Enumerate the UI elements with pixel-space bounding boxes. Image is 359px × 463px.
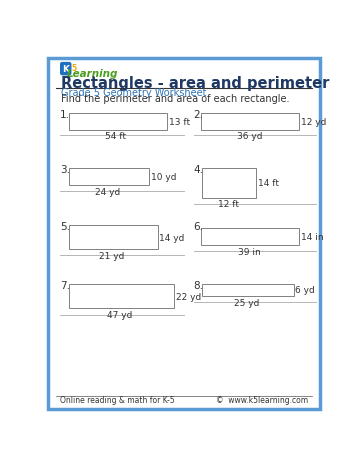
Text: 12 ft: 12 ft [218,200,239,209]
Text: 7.: 7. [60,281,70,290]
Text: 5: 5 [71,63,77,73]
Bar [69,284,174,309]
Text: 25 yd: 25 yd [234,298,259,307]
Bar [69,225,158,250]
Text: Online reading & math for K-5: Online reading & math for K-5 [60,395,175,405]
Text: 3.: 3. [60,165,70,175]
Text: 1.: 1. [60,109,70,119]
Text: 6.: 6. [194,222,204,232]
Text: Find the perimeter and area of each rectangle.: Find the perimeter and area of each rect… [61,94,289,103]
Text: 4.: 4. [194,165,204,175]
Text: ©  www.k5learning.com: © www.k5learning.com [216,395,308,405]
Bar [202,169,256,198]
Text: 5.: 5. [60,222,70,232]
Text: 14 yd: 14 yd [159,233,184,242]
Text: 24 yd: 24 yd [95,188,120,196]
Bar [201,113,299,131]
Text: 2.: 2. [194,109,204,119]
Text: 13 ft: 13 ft [169,118,190,126]
Text: 39 in: 39 in [238,247,261,256]
Text: 22 yd: 22 yd [176,292,201,301]
Text: 8.: 8. [194,281,204,290]
Text: 12 yd: 12 yd [301,118,326,126]
Bar [202,284,294,296]
Text: 21 yd: 21 yd [99,252,124,261]
Text: 54 ft: 54 ft [105,132,126,141]
Text: Grade 5 Geometry Worksheet: Grade 5 Geometry Worksheet [61,88,206,98]
Text: 6 yd: 6 yd [295,286,315,294]
Bar [201,228,299,245]
Bar [69,113,167,131]
Bar [69,169,149,186]
Text: 14 in: 14 in [301,232,323,241]
Text: 47 yd: 47 yd [107,311,133,319]
Text: 10 yd: 10 yd [151,173,176,181]
Text: 14 ft: 14 ft [258,179,279,188]
Text: Rectangles - area and perimeter: Rectangles - area and perimeter [61,76,330,91]
Text: K: K [62,65,69,74]
Text: Learning: Learning [67,69,118,79]
Text: 36 yd: 36 yd [237,132,262,141]
